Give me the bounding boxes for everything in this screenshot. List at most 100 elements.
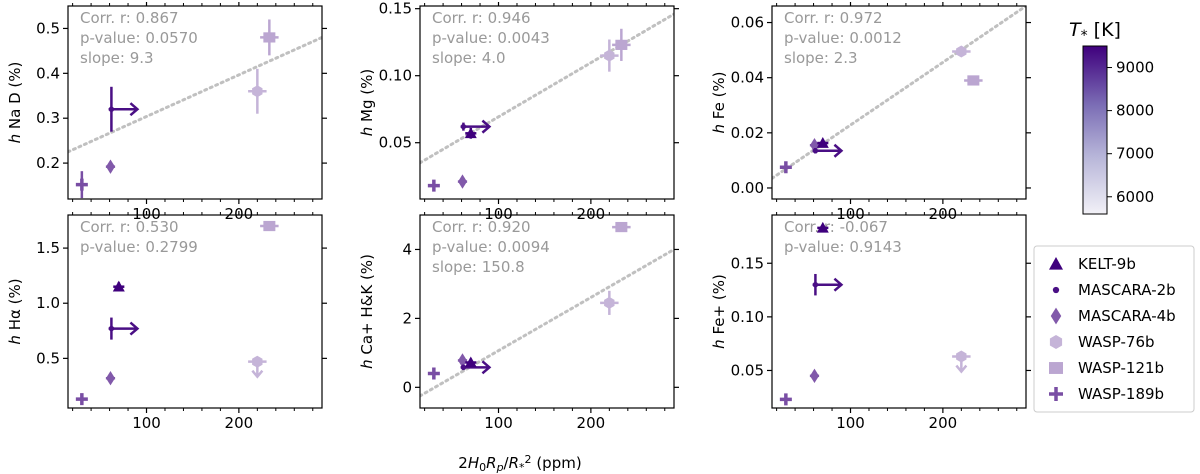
panel-4: Corr. r: 0.530 p-value: 0.2799 0.5 1.0 1.5 10… <box>6 211 327 432</box>
legend-entry-mascara-4b: MASCARA-4b <box>1050 307 1176 325</box>
y-axis-label: h Fe+ (%) <box>710 274 728 349</box>
y-tick-label: 2 <box>402 309 412 327</box>
stats-pvalue: p-value: 0.2799 <box>80 238 198 256</box>
limit-arrow-head <box>129 102 140 117</box>
marker-diamond <box>809 138 819 153</box>
y-axis-label: h Fe (%) <box>710 71 728 133</box>
stats-pvalue: p-value: 0.0570 <box>80 29 198 47</box>
marker-triangle <box>112 280 125 292</box>
point-wasp-189b <box>779 393 792 406</box>
limit-arrow-head <box>481 360 492 375</box>
point-wasp-121b <box>964 75 983 86</box>
point-mascara-2b <box>108 86 140 132</box>
limit-arrow-head <box>481 119 492 134</box>
y-tick-label: 0.15 <box>379 0 412 18</box>
marker-hexagon <box>956 45 967 58</box>
marker-diamond <box>105 371 115 386</box>
y-tick-label: 4 <box>402 240 412 258</box>
stats-corr: Corr. r: 0.972 <box>784 9 883 27</box>
y-tick-label: 0.06 <box>731 14 764 32</box>
point-wasp-189b <box>75 171 88 199</box>
stats-corr: Corr. r: 0.920 <box>432 218 531 236</box>
point-wasp-189b <box>779 161 792 174</box>
axes-frame <box>67 5 323 200</box>
limit-arrow-head <box>251 369 264 379</box>
legend-label: WASP-76b <box>1078 333 1155 351</box>
point-wasp-76b <box>600 290 619 315</box>
point-mascara-4b <box>457 174 468 189</box>
axes-frame <box>67 214 323 409</box>
marker-square <box>615 221 628 233</box>
y-tick-label: 0.3 <box>36 109 60 127</box>
marker-square <box>615 39 628 50</box>
point-mascara-2b <box>812 273 844 296</box>
fit-line <box>420 12 674 165</box>
y-axis-label: h Hα (%) <box>6 278 24 344</box>
legend-box <box>1033 245 1195 413</box>
marker-diamond <box>457 353 467 368</box>
marker-plus <box>75 178 88 191</box>
stats-slope: slope: 150.8 <box>432 258 525 276</box>
stats-corr: Corr. r: 0.867 <box>80 9 179 27</box>
y-tick-label: 0.5 <box>36 349 60 367</box>
point-wasp-121b <box>612 28 631 61</box>
marker-dot <box>108 106 115 112</box>
limit-arrow-head <box>833 277 844 292</box>
marker-triangle <box>464 356 477 368</box>
legend-label: MASCARA-4b <box>1078 307 1176 325</box>
legend-marker-triangle <box>1049 257 1063 270</box>
marker-plus <box>779 393 792 406</box>
colorbar-tick-label: 8000 <box>1116 102 1154 120</box>
y-tick-label: 0.05 <box>731 361 764 379</box>
colorbar: 6000 7000 8000 9000 T* [K] <box>1069 19 1154 215</box>
marker-plus <box>779 161 792 174</box>
y-axis-label: h Na D (%) <box>6 62 24 144</box>
stats-pvalue: p-value: 0.9143 <box>784 238 902 256</box>
y-tick-label: 0.10 <box>379 67 412 85</box>
legend-entry-kelt-9b: KELT-9b <box>1049 255 1136 273</box>
point-wasp-121b <box>260 220 279 232</box>
marker-square <box>967 75 980 86</box>
stats-corr: Corr. r: 0.946 <box>432 9 531 27</box>
point-kelt-9b <box>464 356 477 368</box>
marker-hexagon <box>604 49 615 62</box>
x-tick-label: 100 <box>836 414 865 432</box>
point-kelt-9b <box>464 127 477 139</box>
stats-pvalue: p-value: 0.0012 <box>784 29 902 47</box>
marker-hexagon <box>252 355 263 368</box>
marker-dot <box>460 123 467 130</box>
stats-corr: Corr. r: -0.067 <box>784 218 888 236</box>
point-mascara-2b <box>108 317 140 340</box>
marker-hexagon <box>252 85 263 98</box>
marker-plus <box>75 393 88 406</box>
stats-slope: slope: 4.0 <box>432 49 506 67</box>
y-tick-label: 0 <box>402 378 412 396</box>
panel-2: Corr. r: 0.946 p-value: 0.0043 slope: 4.0 0… <box>358 0 679 223</box>
panel-1: Corr. r: 0.867 p-value: 0.0570 slope: 9.3 0… <box>6 2 327 223</box>
stats-corr: Corr. r: 0.530 <box>80 218 179 236</box>
point-mascara-4b <box>457 353 468 368</box>
y-tick-label: 0.10 <box>731 308 764 326</box>
limit-arrow-head <box>833 143 844 158</box>
point-kelt-9b <box>816 137 829 148</box>
panels: Corr. r: 0.867 p-value: 0.0570 slope: 9.3 0… <box>6 0 1031 432</box>
x-tick-label: 200 <box>929 414 958 432</box>
point-mascara-2b <box>460 360 492 375</box>
y-tick-label: 0.05 <box>379 134 412 152</box>
axes-frame <box>771 5 1027 200</box>
marker-square <box>263 32 276 43</box>
marker-triangle <box>816 137 829 148</box>
marker-diamond <box>105 159 115 174</box>
axes-frame <box>771 214 1027 409</box>
marker-diamond <box>457 174 467 189</box>
point-wasp-76b <box>952 350 971 374</box>
point-wasp-189b <box>427 367 440 380</box>
marker-dot <box>812 281 819 288</box>
point-wasp-76b <box>600 39 619 72</box>
legend-marker-square <box>1049 362 1063 374</box>
marker-plus <box>427 179 440 192</box>
y-axis-label: h Ca+ H&K (%) <box>358 254 376 369</box>
legend-label: MASCARA-2b <box>1078 281 1176 299</box>
marker-hexagon <box>956 350 967 363</box>
